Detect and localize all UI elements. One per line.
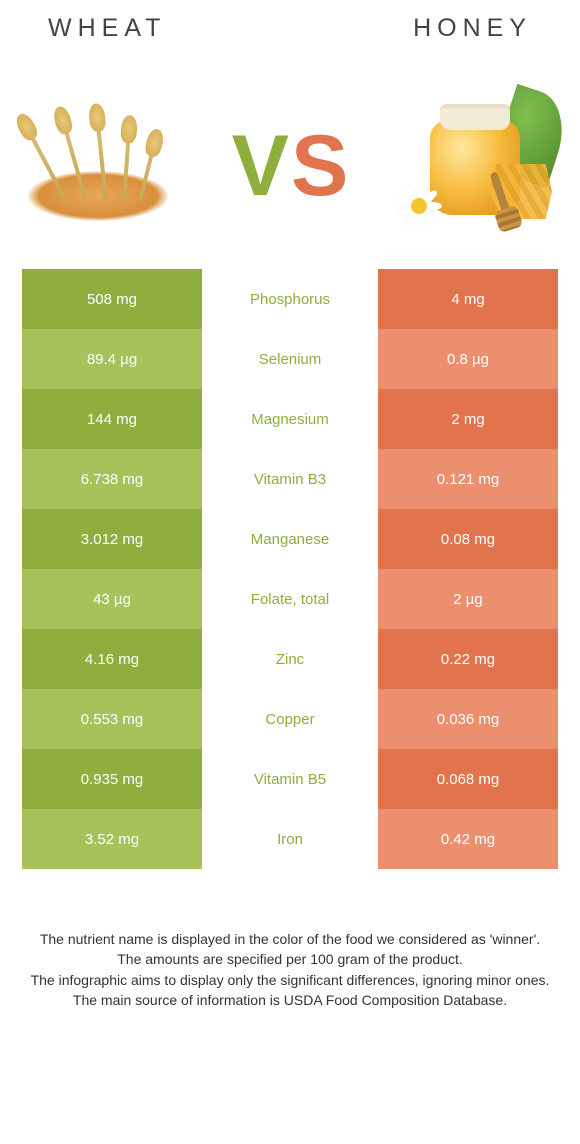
table-row: 144 mgMagnesium2 mg xyxy=(22,389,558,449)
right-value-cell: 4 mg xyxy=(378,269,558,329)
footnote-line: The nutrient name is displayed in the co… xyxy=(22,929,558,949)
left-value-cell: 6.738 mg xyxy=(22,449,202,509)
nutrient-cell: Zinc xyxy=(202,629,378,689)
left-value-cell: 3.52 mg xyxy=(22,809,202,869)
right-value-cell: 0.036 mg xyxy=(378,689,558,749)
right-value-cell: 0.8 µg xyxy=(378,329,558,389)
table-row: 0.553 mgCopper0.036 mg xyxy=(22,689,558,749)
table-row: 89.4 µgSelenium0.8 µg xyxy=(22,329,558,389)
table-row: 4.16 mgZinc0.22 mg xyxy=(22,629,558,689)
left-value-cell: 508 mg xyxy=(22,269,202,329)
left-value-cell: 0.935 mg xyxy=(22,749,202,809)
vs-label: V S xyxy=(232,123,349,209)
nutrient-cell: Folate, total xyxy=(202,569,378,629)
hero-row: V S xyxy=(0,63,580,269)
wheat-illustration xyxy=(18,91,198,241)
table-row: 3.012 mgManganese0.08 mg xyxy=(22,509,558,569)
nutrient-cell: Copper xyxy=(202,689,378,749)
table-row: 0.935 mgVitamin B50.068 mg xyxy=(22,749,558,809)
vs-v: V xyxy=(232,123,289,209)
nutrient-cell: Phosphorus xyxy=(202,269,378,329)
nutrient-cell: Iron xyxy=(202,809,378,869)
table-row: 6.738 mgVitamin B30.121 mg xyxy=(22,449,558,509)
footnotes: The nutrient name is displayed in the co… xyxy=(22,929,558,1010)
left-food-title: Wheat xyxy=(48,14,166,43)
left-value-cell: 4.16 mg xyxy=(22,629,202,689)
comparison-table: 508 mgPhosphorus4 mg89.4 µgSelenium0.8 µ… xyxy=(22,269,558,869)
right-food-title: Honey xyxy=(413,14,532,43)
nutrient-cell: Magnesium xyxy=(202,389,378,449)
right-value-cell: 0.22 mg xyxy=(378,629,558,689)
table-row: 3.52 mgIron0.42 mg xyxy=(22,809,558,869)
nutrient-cell: Selenium xyxy=(202,329,378,389)
table-row: 508 mgPhosphorus4 mg xyxy=(22,269,558,329)
footnote-line: The infographic aims to display only the… xyxy=(22,970,558,990)
right-value-cell: 2 mg xyxy=(378,389,558,449)
nutrient-cell: Vitamin B3 xyxy=(202,449,378,509)
left-value-cell: 43 µg xyxy=(22,569,202,629)
nutrient-cell: Manganese xyxy=(202,509,378,569)
right-value-cell: 0.42 mg xyxy=(378,809,558,869)
right-value-cell: 0.08 mg xyxy=(378,509,558,569)
right-value-cell: 0.068 mg xyxy=(378,749,558,809)
header-row: Wheat Honey xyxy=(0,0,580,43)
vs-s: S xyxy=(291,123,348,209)
right-value-cell: 2 µg xyxy=(378,569,558,629)
nutrient-cell: Vitamin B5 xyxy=(202,749,378,809)
footnote-line: The main source of information is USDA F… xyxy=(22,990,558,1010)
left-value-cell: 144 mg xyxy=(22,389,202,449)
footnote-line: The amounts are specified per 100 gram o… xyxy=(22,949,558,969)
left-value-cell: 0.553 mg xyxy=(22,689,202,749)
left-value-cell: 3.012 mg xyxy=(22,509,202,569)
honey-illustration xyxy=(382,91,562,241)
right-value-cell: 0.121 mg xyxy=(378,449,558,509)
table-row: 43 µgFolate, total2 µg xyxy=(22,569,558,629)
left-value-cell: 89.4 µg xyxy=(22,329,202,389)
